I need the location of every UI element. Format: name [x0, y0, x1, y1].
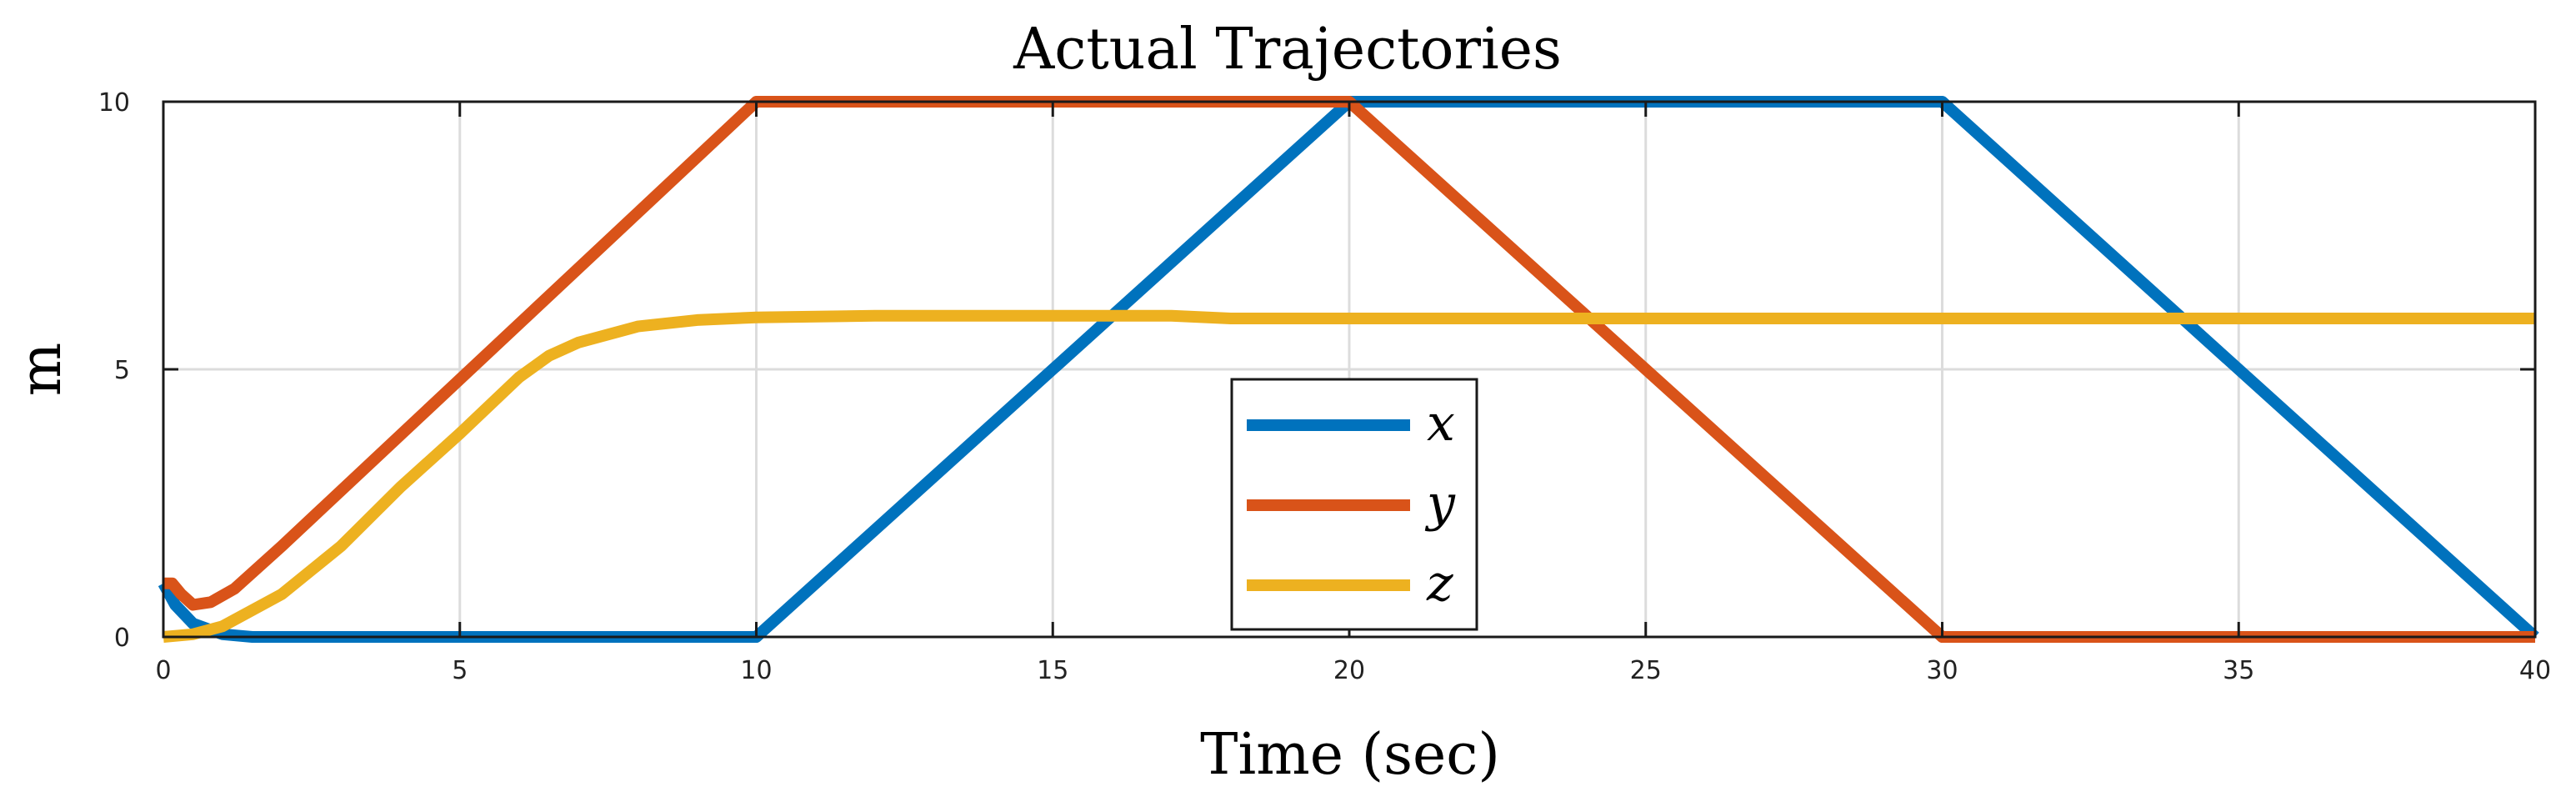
x-tick-labels: 0 5 10 15 20 25 30 35 40: [155, 656, 2551, 685]
x-tick-label: 30: [1926, 656, 1958, 685]
series-line-y: [163, 96, 2535, 643]
x-tick-label: 5: [452, 656, 468, 685]
legend-label-x: x: [1427, 394, 1455, 453]
x-tick-label: 25: [1630, 656, 1662, 685]
x-tick-label: 15: [1037, 656, 1068, 685]
y-tick-label: 5: [114, 356, 130, 385]
x-tick-label: 20: [1333, 656, 1365, 685]
legend-label-z: z: [1426, 554, 1453, 613]
legend: xyz: [1230, 378, 1478, 631]
x-tick-label: 35: [2223, 656, 2254, 685]
series-line-z: [163, 309, 2535, 643]
y-tick-label: 10: [98, 88, 130, 118]
x-tick-label: 10: [740, 656, 772, 685]
x-axis-label: Time (sec): [1200, 722, 1500, 788]
y-tick-labels: 0 5 10: [98, 88, 130, 653]
x-tick-label: 0: [155, 656, 171, 685]
chart-title: Actual Trajectories: [1013, 17, 1562, 83]
x-tick-label: 40: [2519, 656, 2551, 685]
legend-items: xyz: [1247, 394, 1456, 613]
legend-label-y: y: [1424, 474, 1456, 533]
ticks: [162, 100, 2537, 639]
y-tick-label: 0: [114, 624, 130, 653]
y-axis-label: m: [8, 343, 74, 396]
